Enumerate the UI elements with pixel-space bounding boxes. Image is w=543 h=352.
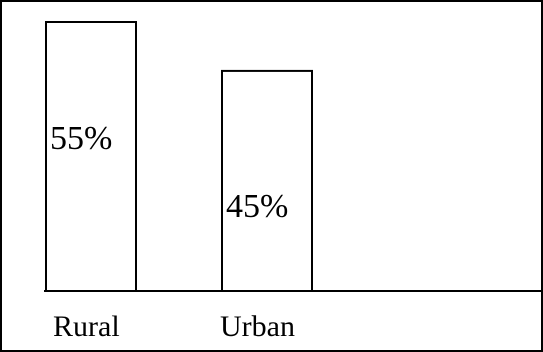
data-label-urban: 45% [226,188,288,225]
category-label-rural: Rural [53,310,120,343]
bars-layer [45,21,313,292]
bar-urban [221,69,313,292]
data-label-rural: 55% [50,120,112,157]
labels-layer: 55% Rural 45% Urban [50,120,295,343]
bar-rural [45,21,137,292]
category-label-urban: Urban [220,310,295,343]
